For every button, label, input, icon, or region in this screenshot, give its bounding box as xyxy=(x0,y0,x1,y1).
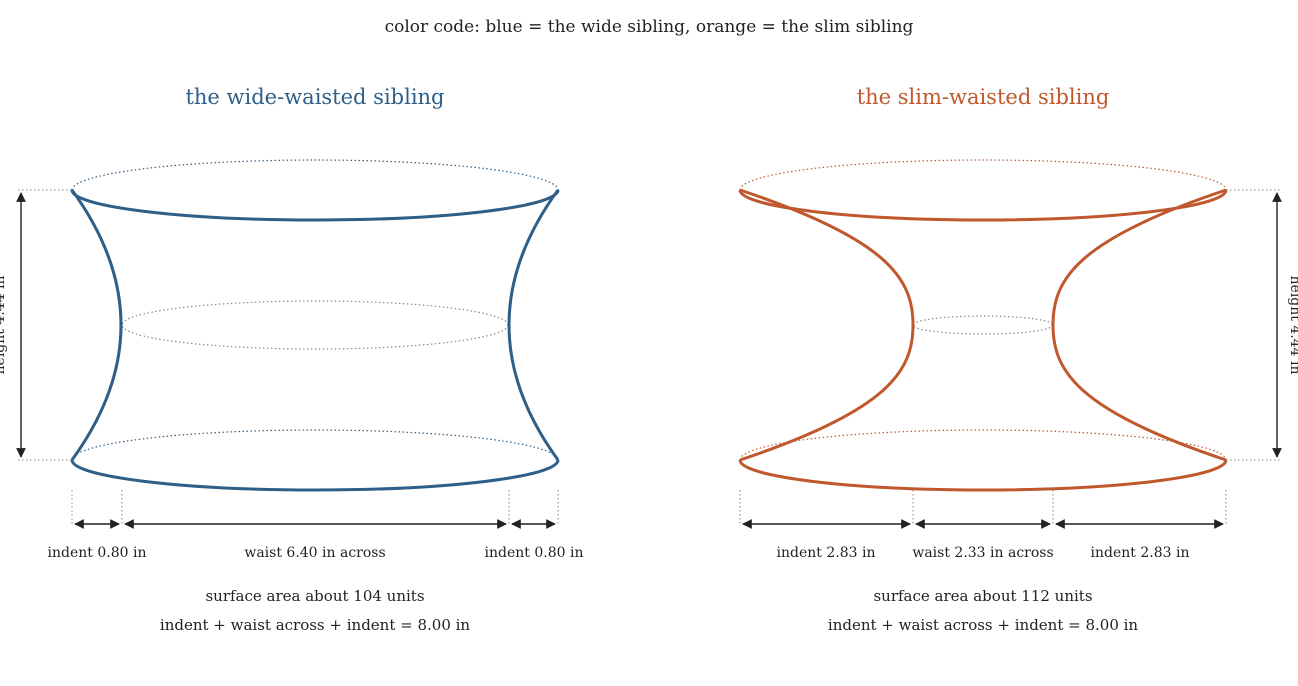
slim-indent-right-label: indent 2.83 in xyxy=(1091,545,1190,561)
wide-height-label: height 4.44 in xyxy=(0,276,8,375)
slim-waist-ellipse xyxy=(912,315,1054,335)
slim-sum-label: indent + waist across + indent = 8.00 in xyxy=(828,616,1139,634)
wide-top-rim-back xyxy=(71,159,559,191)
wide-sum-label: indent + waist across + indent = 8.00 in xyxy=(160,616,471,634)
slim-top-rim-back xyxy=(739,159,1227,191)
slim-waist-label: waist 2.33 in across xyxy=(912,545,1053,561)
wide-right-profile xyxy=(507,189,560,461)
slim-height-label: height 4.44 in xyxy=(1287,276,1298,375)
slim-title: the slim-waisted sibling xyxy=(857,85,1110,109)
wide-indent-left-label: indent 0.80 in xyxy=(48,545,147,561)
wide-waist-ellipse xyxy=(121,300,509,350)
wide-title: the wide-waisted sibling xyxy=(185,85,444,109)
slim-area-label: surface area about 112 units xyxy=(873,587,1092,605)
slim-right-profile xyxy=(1051,188,1227,462)
slim-bottom-rim-back xyxy=(739,429,1227,461)
wide-top-rim-front xyxy=(70,189,560,222)
color-code-caption: color code: blue = the wide sibling, ora… xyxy=(385,17,914,37)
slim-bottom-rim-front xyxy=(738,459,1228,492)
slim-left-profile xyxy=(739,188,915,462)
wide-sibling-panel: the wide-waisted sibling height 4.44 in … xyxy=(0,85,583,634)
slim-sibling-panel: the slim-waisted sibling height 4.44 in … xyxy=(738,85,1298,634)
slim-indent-left-label: indent 2.83 in xyxy=(777,545,876,561)
wide-bottom-rim-front xyxy=(70,459,560,492)
wide-left-profile xyxy=(70,189,123,461)
wide-bottom-rim-back xyxy=(71,429,559,461)
wide-indent-right-label: indent 0.80 in xyxy=(485,545,584,561)
slim-top-rim-front xyxy=(738,189,1228,222)
wide-waist-label: waist 6.40 in across xyxy=(244,545,385,561)
wide-area-label: surface area about 104 units xyxy=(205,587,424,605)
